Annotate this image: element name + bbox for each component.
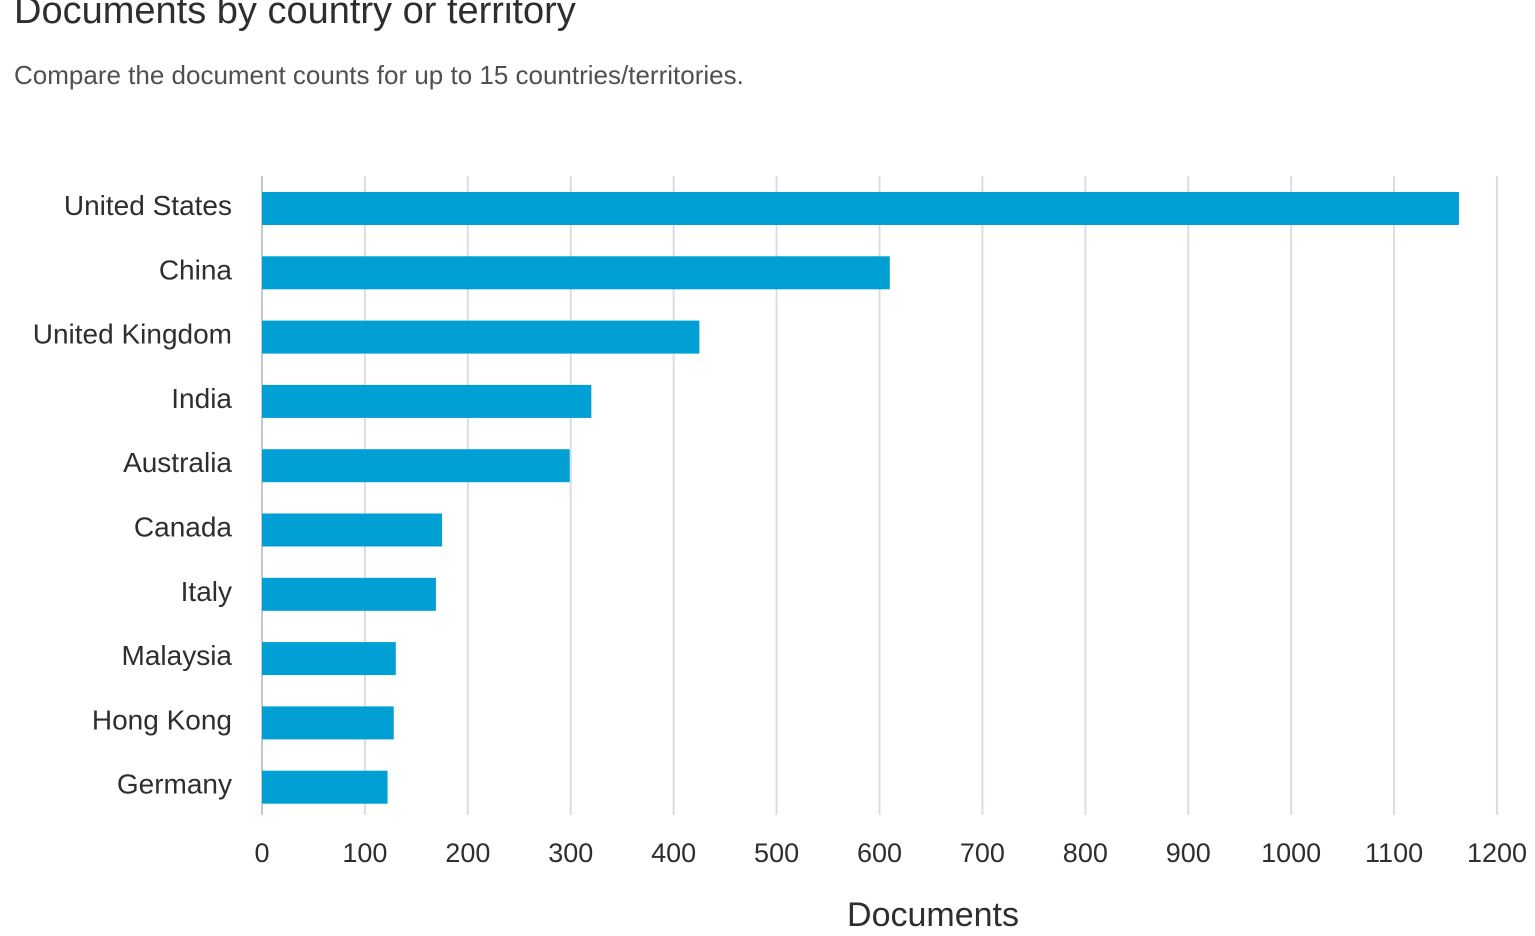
x-tick-label: 100 [342,838,387,868]
bar-india [262,384,592,418]
y-category-label: Hong Kong [92,704,232,735]
y-category-label: India [171,383,232,414]
chart-title: Documents by country or territory [14,0,576,32]
bar-united-states [262,192,1459,225]
bar-united-kingdom [262,320,700,354]
x-tick-label: 1000 [1261,838,1321,868]
x-tick-label: 700 [960,838,1005,868]
x-tick-label: 600 [857,838,902,868]
x-tick-label: 500 [754,838,799,868]
x-tick-label: 300 [548,838,593,868]
y-category-label: United Kingdom [33,319,232,350]
bar-canada [262,513,443,547]
y-category-label: Germany [117,769,232,800]
y-category-label: Italy [181,576,232,607]
y-category-label: Australia [123,447,232,478]
x-tick-label: 900 [1166,838,1211,868]
x-tick-label: 0 [254,838,269,868]
x-tick-label: 1200 [1467,838,1527,868]
y-category-label: Canada [134,512,233,543]
x-axis-label: Documents [847,896,1019,934]
y-category-label: China [159,254,233,285]
bar-hong-kong [262,706,394,740]
bar-germany [262,770,388,804]
x-tick-label: 1100 [1365,838,1423,868]
x-tick-label: 800 [1063,838,1108,868]
x-tick-label: 400 [651,838,696,868]
chart-subtitle: Compare the document counts for up to 15… [14,60,744,90]
y-category-label: United States [64,190,232,221]
bar-italy [262,577,436,611]
y-category-label: Malaysia [122,640,233,671]
bar-australia [262,449,570,483]
x-tick-label: 200 [445,838,490,868]
bar-malaysia [262,642,396,676]
bar-china [262,256,890,290]
